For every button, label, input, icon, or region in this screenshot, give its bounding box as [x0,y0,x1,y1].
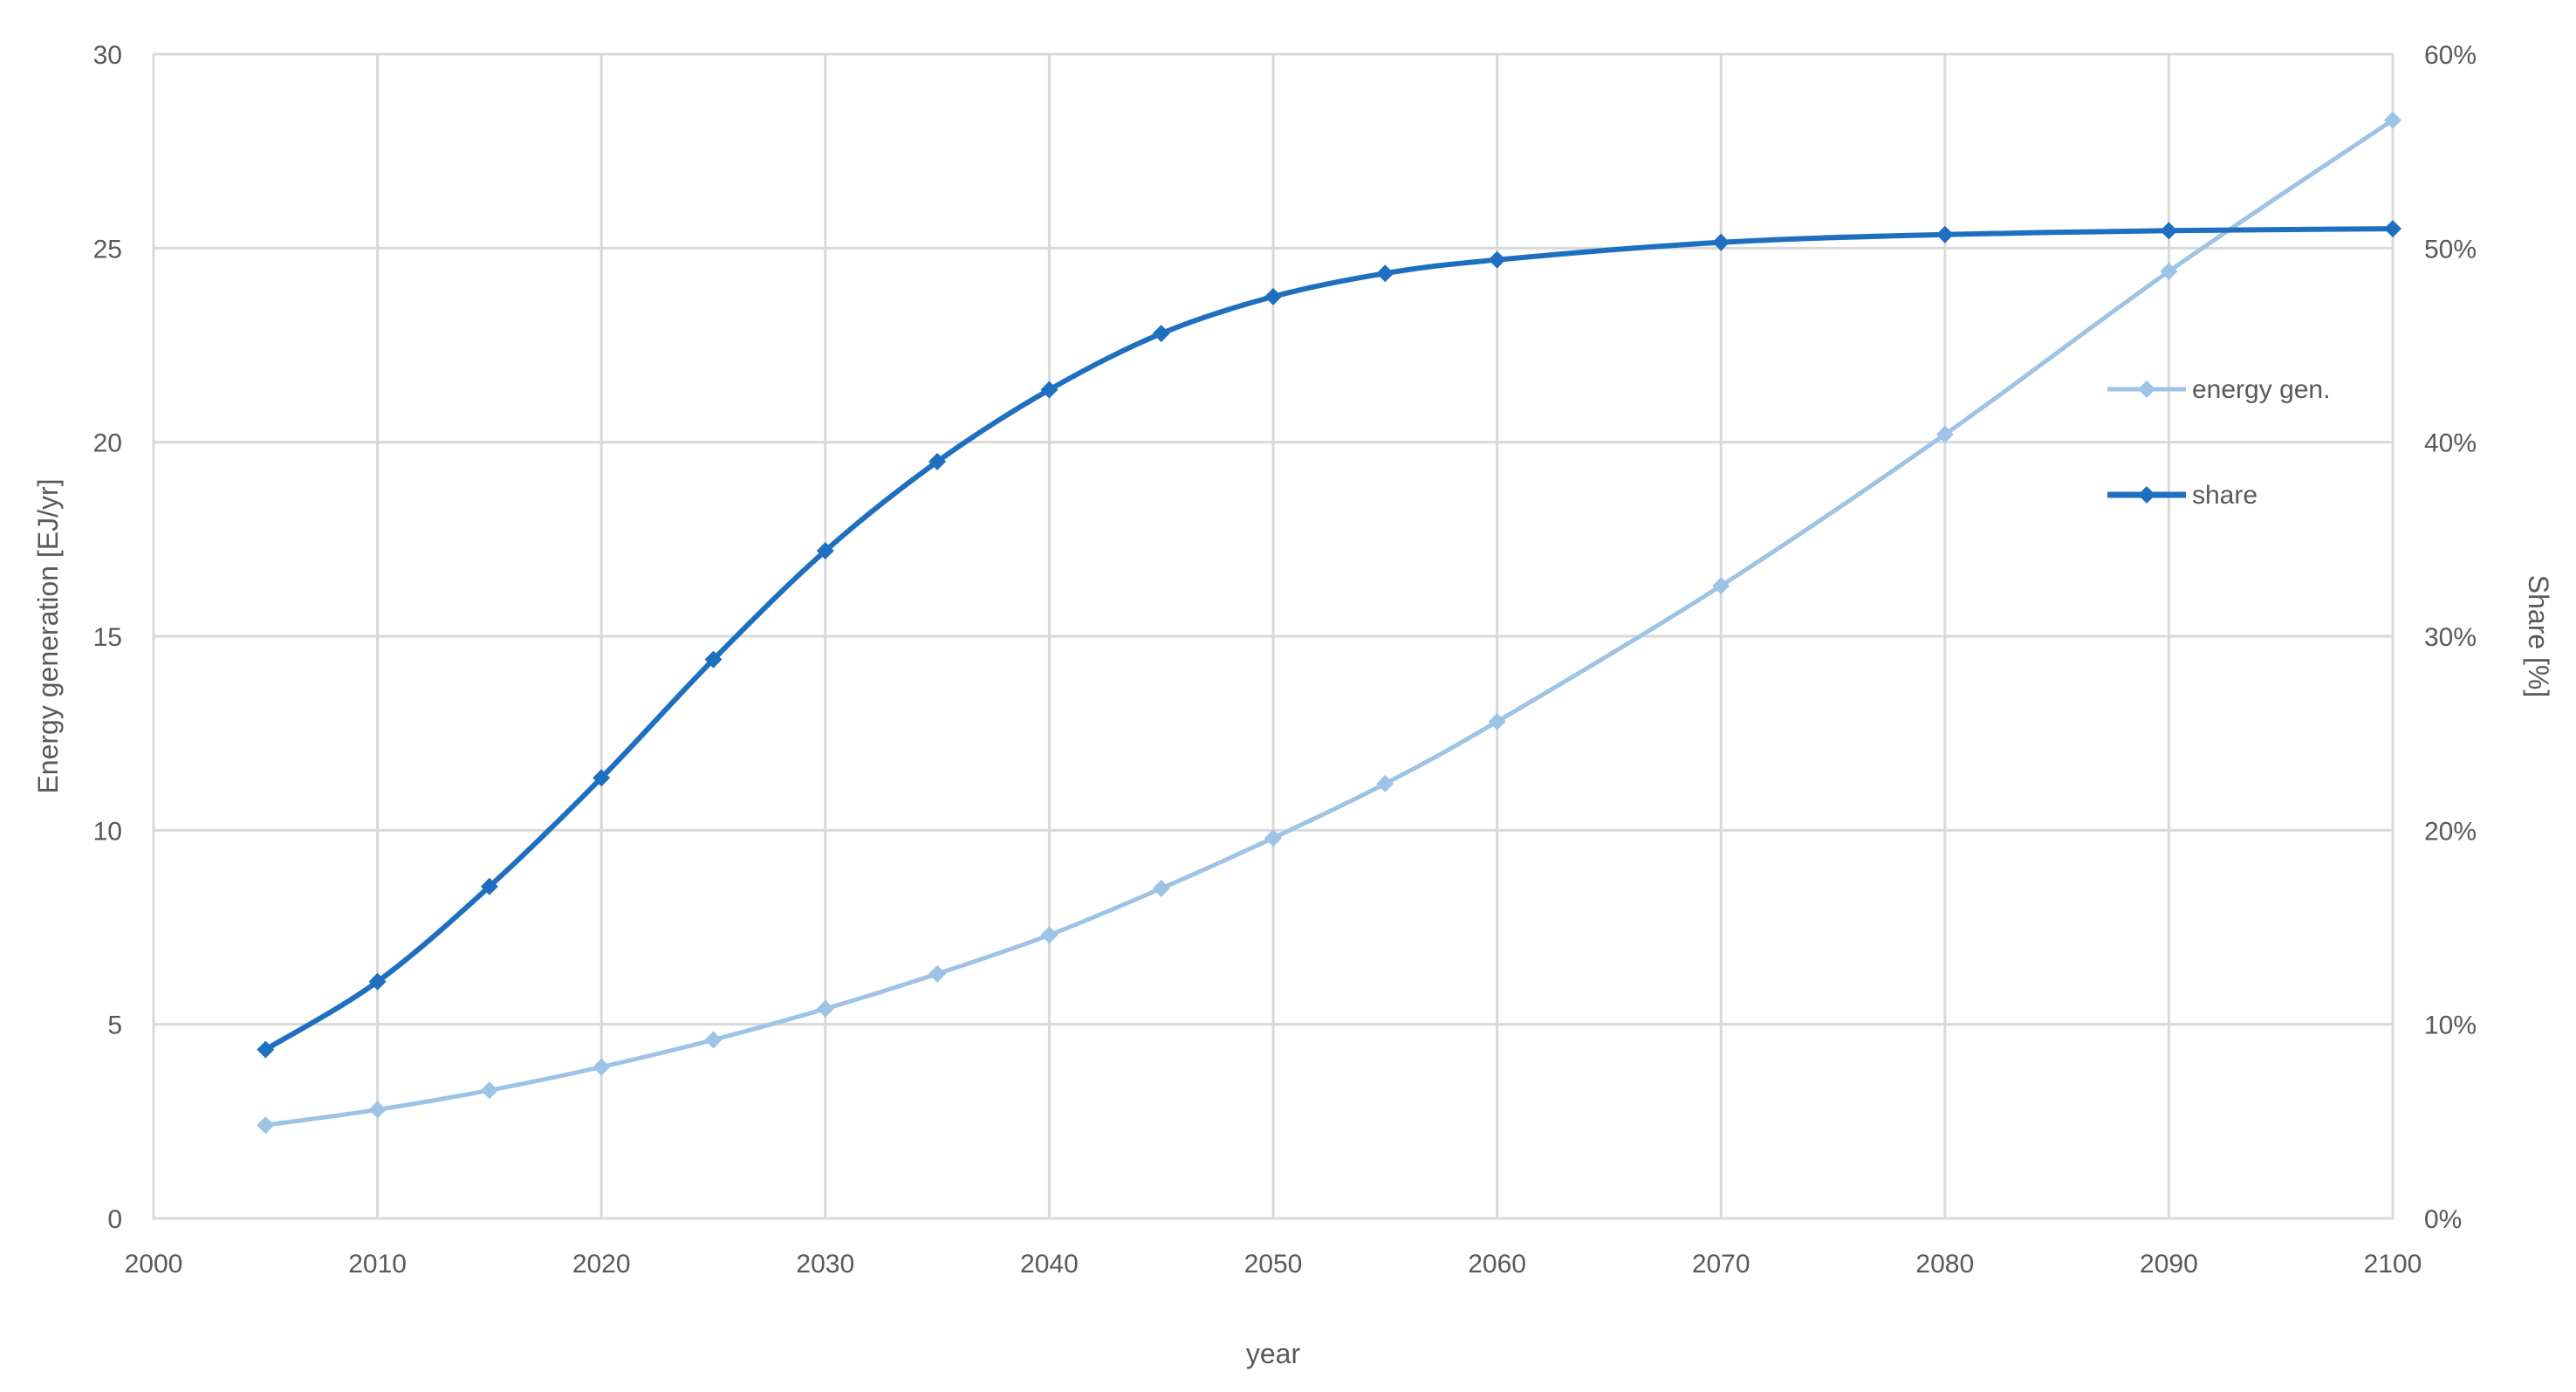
y2-tick-label: 50% [2424,235,2477,264]
y2-tick-label: 10% [2424,1011,2477,1040]
data-point-share [1935,225,1954,243]
data-point-energy-gen [1935,425,1954,443]
data-point-energy-gen [2384,111,2401,129]
data-point-share [2160,222,2178,240]
legend-label-energy-gen: energy gen. [2192,375,2330,404]
x-tick-label: 2080 [1915,1250,1974,1279]
data-point-share [593,769,611,787]
data-point-energy-gen [928,964,947,983]
data-point-energy-gen [593,1058,611,1076]
series-line-energy-gen [263,118,2395,1128]
data-point-share [1152,325,1170,343]
data-point-energy-gen [1040,926,1058,944]
x-tick-label: 2000 [125,1250,183,1279]
legend-item-energy-gen: energy gen. [2107,375,2330,404]
y-axis-title: Energy generation [EJ/yr] [32,478,64,793]
x-tick-label: 2070 [1692,1250,1750,1279]
data-point-share [928,452,947,470]
data-point-share [257,1040,275,1059]
x-tick-label: 2010 [348,1250,407,1279]
data-point-share [1040,381,1058,399]
data-point-energy-gen [1712,577,1730,595]
y2-tick-label: 0% [2424,1205,2462,1234]
y-tick-label: 15 [93,623,122,652]
x-tick-label: 2100 [2364,1250,2422,1279]
data-point-energy-gen [480,1081,498,1100]
legend: energy gen. share [2107,375,2330,510]
data-point-share [1488,250,1506,269]
x-tick-label: 2060 [1468,1250,1526,1279]
x-tick-label: 2040 [1020,1250,1079,1279]
y2-tick-label: 60% [2424,41,2477,70]
y-tick-label: 5 [107,1011,122,1040]
axis-ticks: 2000 2010 2020 2030 2040 2050 2060 2070 2080 2090… [93,41,2477,1279]
data-point-share [1264,287,1282,305]
data-point-energy-gen [816,999,834,1018]
data-point-share [816,542,834,560]
legend-label-share: share [2192,481,2257,510]
y2-tick-label: 30% [2424,623,2477,652]
x-tick-label: 2090 [2140,1250,2198,1279]
y-tick-label: 25 [93,235,122,264]
y-tick-label: 20 [93,429,122,458]
gridlines [152,52,2394,1220]
series-share [257,220,2401,1059]
legend-marker-energy-gen [2138,381,2155,398]
data-point-energy-gen [1152,880,1170,898]
plot-area [152,52,2394,1220]
data-point-energy-gen [1488,712,1506,730]
data-point-energy-gen [257,1116,275,1135]
data-point-energy-gen [1264,829,1282,847]
y-tick-label: 0 [107,1205,122,1234]
data-point-energy-gen [368,1101,387,1119]
x-tick-label: 2050 [1244,1250,1303,1279]
series-lines [257,111,2401,1135]
data-point-share [704,650,723,669]
series-line-share [263,226,2395,1053]
x-tick-label: 2030 [796,1250,854,1279]
legend-item-share: share [2107,481,2257,510]
data-point-energy-gen [2160,263,2178,281]
y2-tick-label: 20% [2424,817,2477,846]
x-axis-title: year [1246,1338,1301,1369]
y-tick-label: 30 [93,41,122,70]
y-tick-label: 10 [93,817,122,846]
legend-marker-share [2138,486,2155,504]
data-point-share [1712,233,1730,251]
x-tick-label: 2020 [572,1250,631,1279]
data-point-energy-gen [1376,774,1394,792]
y2-axis-title: Share [%] [2523,575,2554,698]
data-point-share [1376,264,1394,283]
data-point-share [480,877,498,895]
data-point-share [368,972,387,991]
data-point-energy-gen [704,1031,723,1049]
y2-tick-label: 40% [2424,429,2477,458]
data-point-share [2384,220,2401,238]
series-energy-gen [257,111,2401,1135]
